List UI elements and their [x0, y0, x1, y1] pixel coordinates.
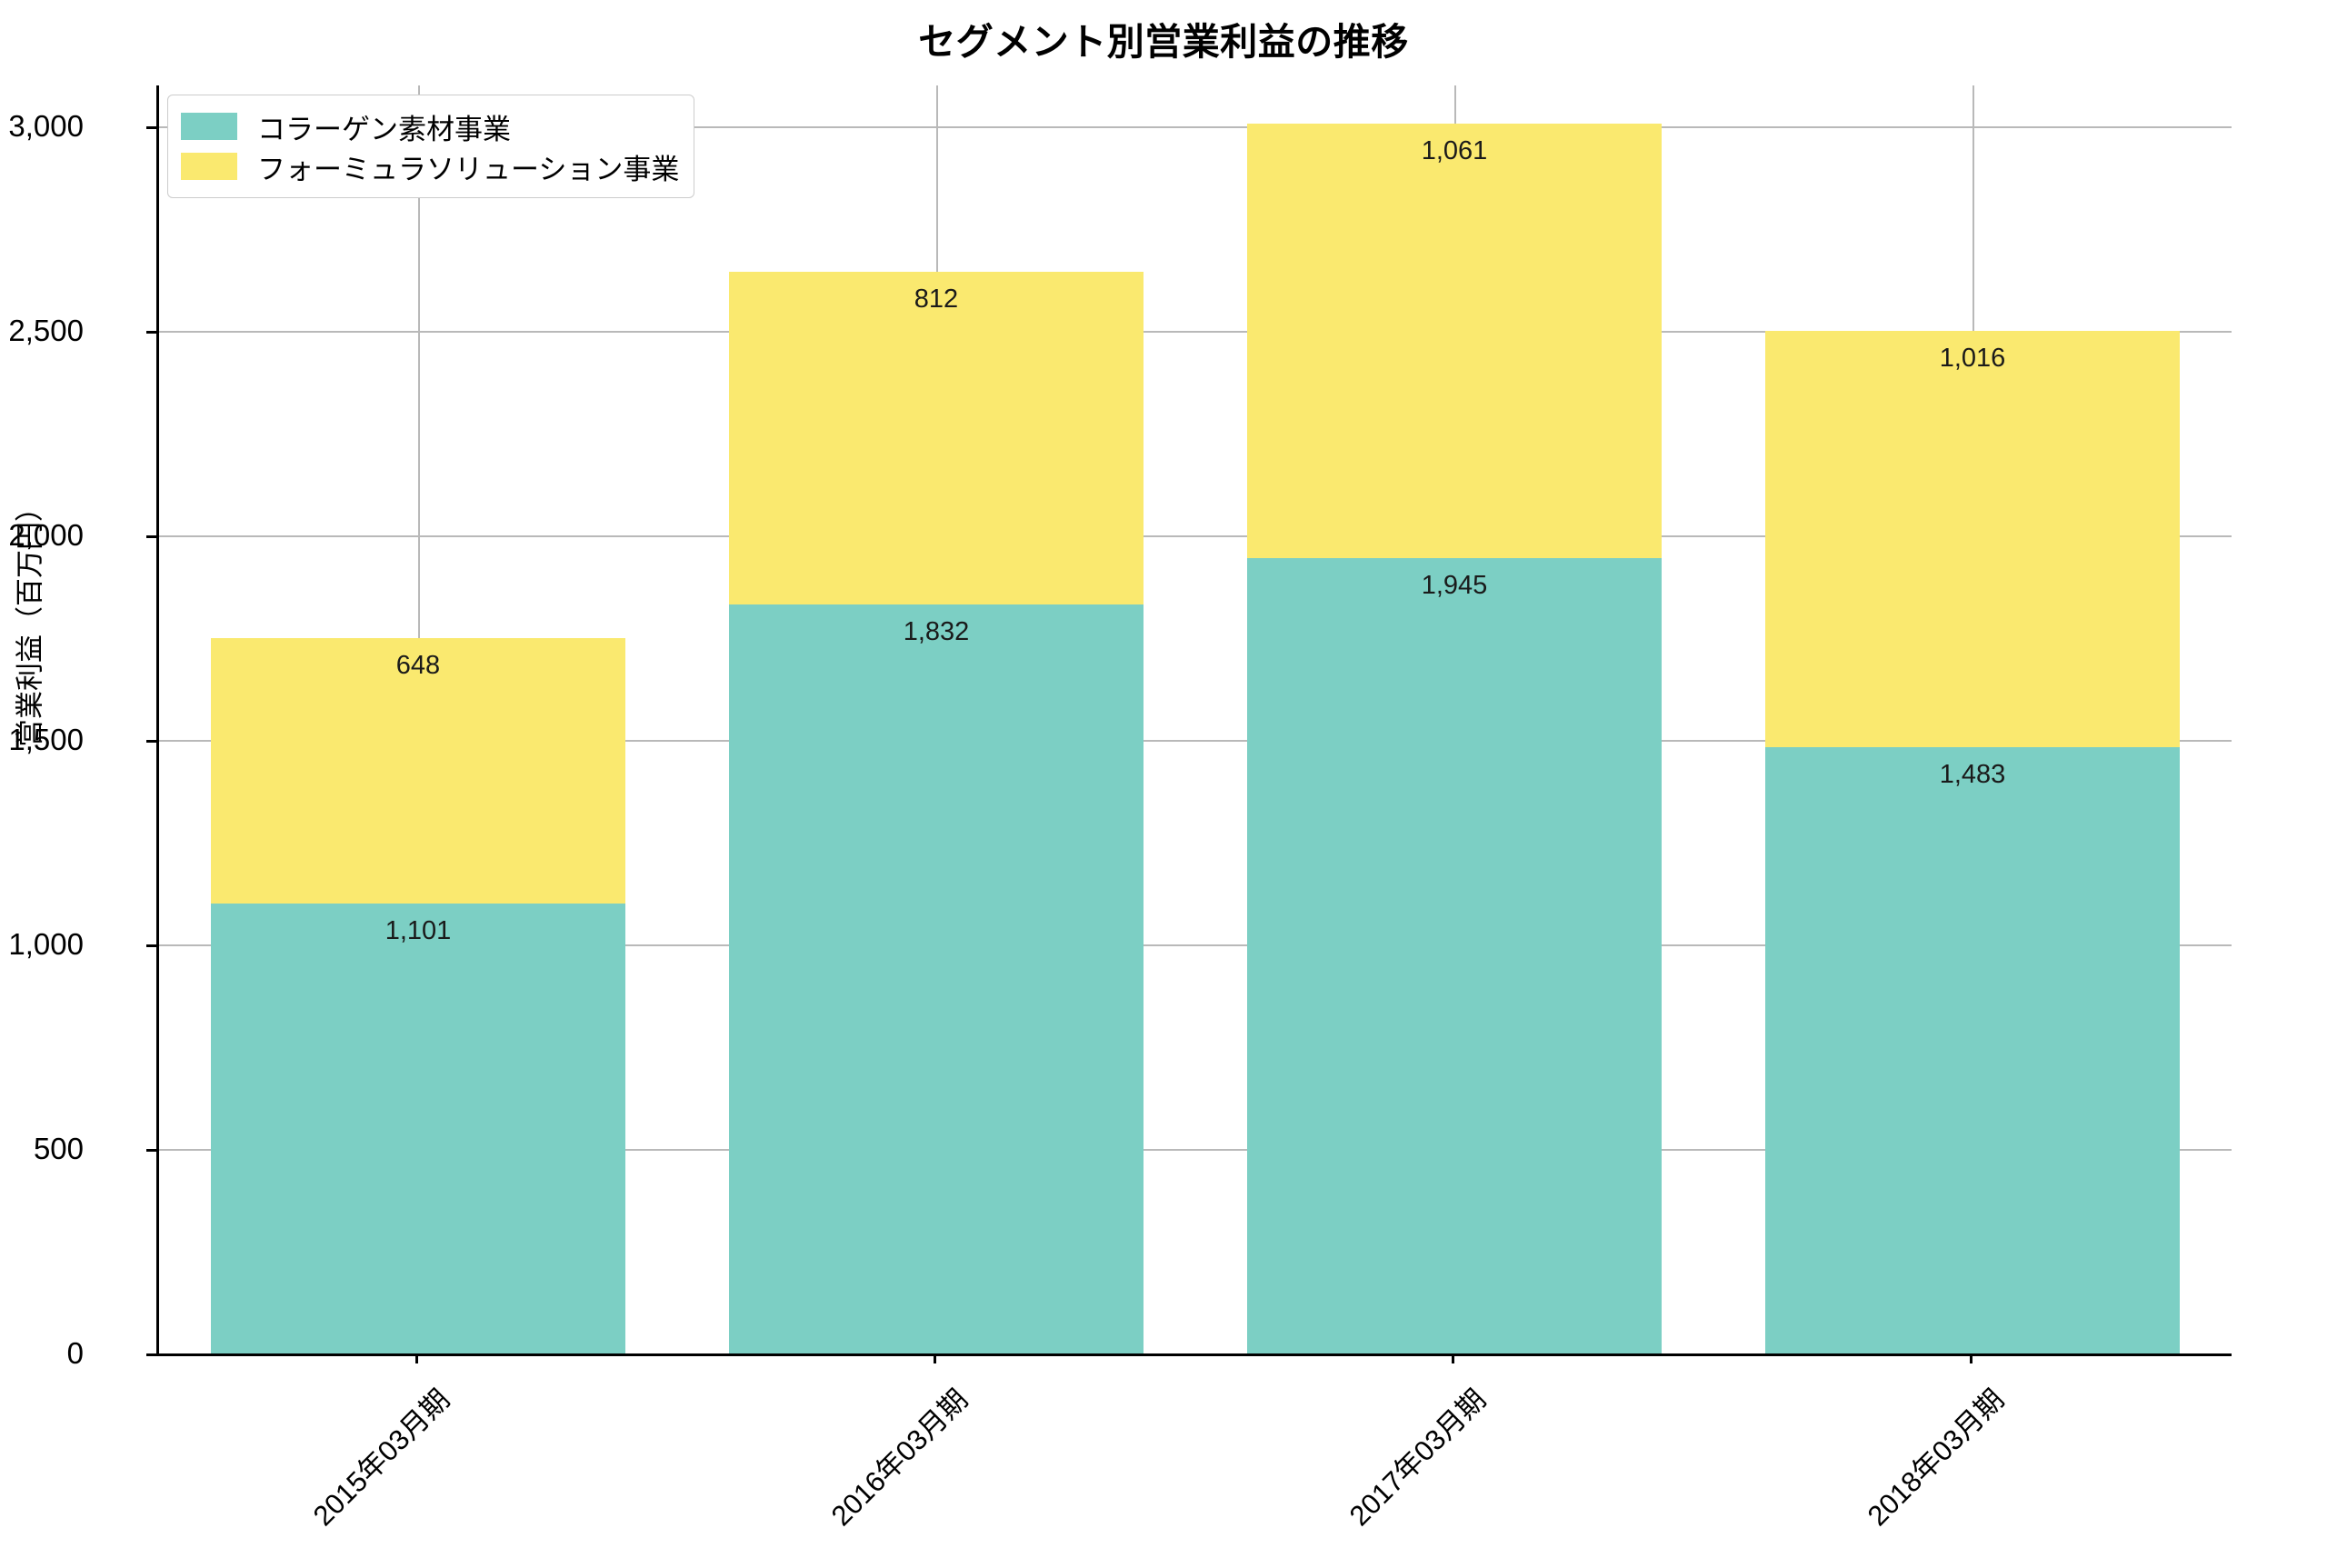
y-tick-label: 1,000 [8, 927, 84, 961]
legend-label-0: コラーゲン素材事業 [257, 113, 511, 145]
x-tick-mark [934, 1353, 936, 1363]
gridline-horizontal [159, 740, 2232, 742]
x-tick-mark [415, 1353, 418, 1363]
gridline-horizontal [159, 126, 2232, 128]
bar-value-label: 1,016 [1939, 344, 2006, 374]
chart-title: セグメント別営業利益の推移 [918, 21, 1409, 63]
legend-swatch-icon-1 [181, 153, 237, 180]
bar-segment[interactable] [1765, 746, 2180, 1353]
gridline-horizontal [159, 535, 2232, 537]
bar-value-label: 1,945 [1421, 570, 1488, 600]
bar-segment[interactable] [211, 637, 625, 904]
legend-item-0[interactable]: コラーゲン素材事業 [181, 106, 679, 146]
bar-segment[interactable] [1247, 557, 1662, 1353]
gridline-horizontal [159, 944, 2232, 946]
plot-area: 1,101 648 1,832 812 1,945 1,061 1,483 1,016 [156, 85, 2232, 1356]
y-tick-mark [146, 126, 156, 129]
legend-label-1: フォーミュラソリューション事業 [257, 153, 680, 185]
gridline-horizontal [159, 1149, 2232, 1151]
y-tick-mark [146, 331, 156, 334]
gridline-horizontal [159, 331, 2232, 333]
x-tick-label: 2017年03月期 [1343, 1383, 1493, 1533]
x-tick-label: 2016年03月期 [824, 1383, 974, 1533]
y-tick-mark [146, 1353, 156, 1356]
bar-value-label: 1,483 [1939, 759, 2006, 789]
bar-value-label: 1,832 [903, 616, 970, 646]
x-tick-mark [1452, 1353, 1454, 1363]
y-tick-label: 3,000 [8, 109, 84, 143]
bar-value-label: 1,061 [1421, 136, 1488, 166]
bar-segment[interactable] [1247, 124, 1662, 558]
bar-value-label: 1,101 [385, 915, 452, 945]
x-tick-label: 2018年03月期 [1861, 1383, 2011, 1533]
y-tick-label: 1,500 [8, 723, 84, 756]
bar-segment[interactable] [211, 903, 625, 1353]
bar-segment[interactable] [1765, 331, 2180, 747]
y-tick-label: 500 [33, 1132, 84, 1165]
bar-segment[interactable] [729, 604, 1144, 1353]
y-tick-mark [146, 1149, 156, 1152]
y-tick-mark [146, 535, 156, 538]
bar-value-label: 812 [914, 285, 959, 315]
y-tick-mark [146, 944, 156, 947]
legend-swatch-icon-0 [181, 113, 237, 140]
x-tick-label: 2015年03月期 [306, 1383, 456, 1533]
y-tick-label: 2,000 [8, 518, 84, 552]
x-tick-mark [1970, 1353, 1972, 1363]
y-tick-mark [146, 740, 156, 743]
y-tick-label: 0 [66, 1336, 84, 1370]
y-axis-label: 営業利益（百万円） [14, 494, 46, 747]
chart-legend[interactable]: コラーゲン素材事業 フォーミュラソリューション事業 [167, 95, 695, 198]
bar-value-label: 648 [395, 650, 441, 680]
legend-item-1[interactable]: フォーミュラソリューション事業 [181, 146, 679, 186]
bar-segment[interactable] [729, 272, 1144, 604]
y-tick-label: 2,500 [8, 314, 84, 347]
